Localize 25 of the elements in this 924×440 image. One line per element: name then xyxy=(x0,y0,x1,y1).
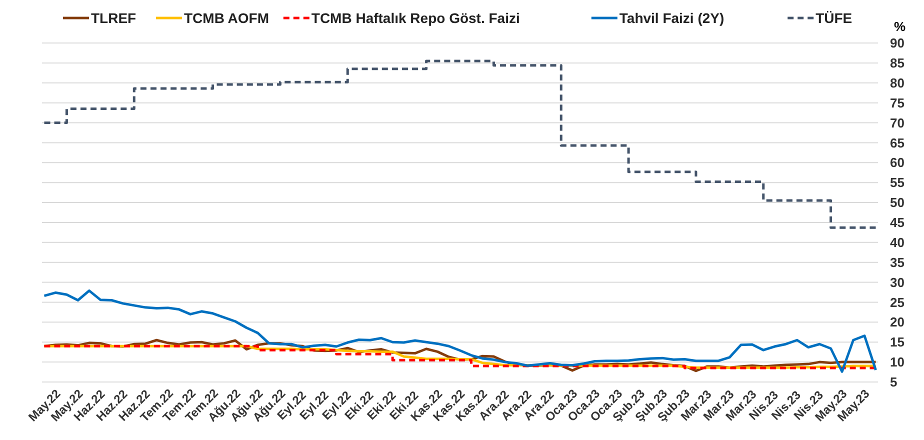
y-tick-label: 20 xyxy=(890,314,904,330)
y-tick-label: 75 xyxy=(890,95,904,110)
legend-label: TCMB Haftalık Repo Göst. Faizi xyxy=(311,10,520,26)
y-tick-label: 40 xyxy=(890,234,904,250)
y-tick-label: 30 xyxy=(890,274,904,290)
y-tick-label: 90 xyxy=(890,36,904,51)
line-series xyxy=(42,289,878,373)
y-tick-label: 60 xyxy=(890,155,904,170)
legend-label: TCMB AOFM xyxy=(184,10,270,26)
y-tick-label: 5 xyxy=(890,374,898,390)
y-tick-label: 85 xyxy=(890,55,904,70)
y-tick-label: 10 xyxy=(890,354,904,370)
y-tick-label: 70 xyxy=(890,115,904,130)
legend-label: TÜFE xyxy=(816,10,852,26)
y-tick-label: 35 xyxy=(890,254,904,270)
y-tick-label: 15 xyxy=(890,334,904,350)
y-tick-label: 65 xyxy=(890,135,904,150)
y-tick-label: 25 xyxy=(890,294,904,310)
y-axis-title: % xyxy=(894,19,906,34)
y-tick-label: 80 xyxy=(890,75,904,90)
legend-label: Tahvil Faizi (2Y) xyxy=(619,10,724,26)
y-tick-label: 50 xyxy=(890,195,904,210)
y-tick-label: 45 xyxy=(890,215,904,230)
y-tick-label: 55 xyxy=(890,175,904,190)
legend-label: TLREF xyxy=(91,10,137,26)
